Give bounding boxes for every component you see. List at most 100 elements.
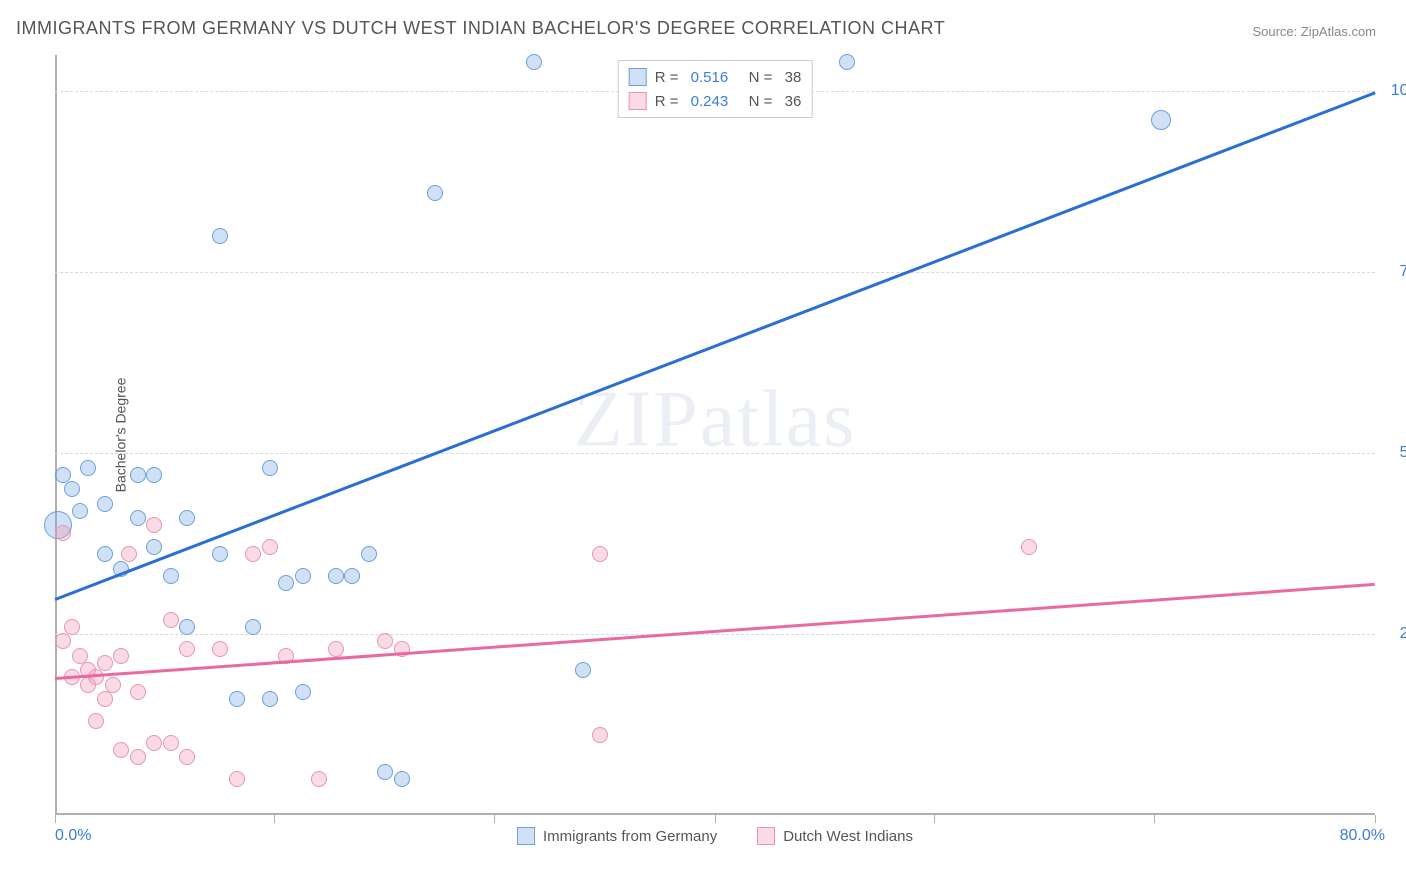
data-point	[245, 619, 261, 635]
data-point	[97, 546, 113, 562]
data-point	[179, 619, 195, 635]
data-point	[278, 575, 294, 591]
y-axis	[55, 55, 57, 815]
trend-line	[55, 91, 1376, 600]
x-tick	[934, 815, 935, 823]
data-point	[80, 460, 96, 476]
x-max-label: 80.0%	[1340, 827, 1385, 845]
data-point	[146, 467, 162, 483]
data-point	[55, 633, 71, 649]
data-point	[121, 546, 137, 562]
legend-item: Dutch West Indians	[757, 827, 913, 845]
n-label: N =	[736, 69, 776, 86]
data-point	[295, 568, 311, 584]
data-point	[839, 54, 855, 70]
data-point	[394, 771, 410, 787]
x-tick	[55, 815, 56, 823]
data-point	[427, 185, 443, 201]
data-point	[88, 713, 104, 729]
stats-row: R = 0.243 N = 36	[629, 89, 802, 113]
legend-swatch	[629, 92, 647, 110]
data-point	[97, 655, 113, 671]
data-point	[212, 641, 228, 657]
data-point	[262, 691, 278, 707]
r-value: 0.516	[691, 69, 729, 86]
data-point	[64, 619, 80, 635]
data-point	[130, 684, 146, 700]
gridline	[55, 272, 1375, 273]
x-tick	[1154, 815, 1155, 823]
data-point	[245, 546, 261, 562]
n-value: 38	[785, 69, 802, 86]
data-point	[88, 669, 104, 685]
data-point	[72, 648, 88, 664]
data-point	[361, 546, 377, 562]
gridline	[55, 453, 1375, 454]
data-point	[130, 467, 146, 483]
y-axis-label: Bachelor's Degree	[112, 378, 128, 493]
data-point	[130, 510, 146, 526]
stats-legend: R = 0.516 N = 38R = 0.243 N = 36	[618, 60, 813, 118]
data-point	[328, 568, 344, 584]
data-point	[344, 568, 360, 584]
stats-row: R = 0.516 N = 38	[629, 65, 802, 89]
legend-label: Immigrants from Germany	[543, 828, 717, 845]
data-point	[179, 641, 195, 657]
source-label: Source: ZipAtlas.com	[1252, 24, 1376, 39]
data-point	[262, 539, 278, 555]
data-point	[1151, 110, 1171, 130]
data-point	[212, 546, 228, 562]
data-point	[105, 677, 121, 693]
chart-title: IMMIGRANTS FROM GERMANY VS DUTCH WEST IN…	[16, 18, 945, 39]
data-point	[377, 633, 393, 649]
data-point	[130, 749, 146, 765]
watermark: ZIPatlas	[574, 374, 857, 465]
plot-area: Bachelor's Degree 0.0% 80.0% ZIPatlas R …	[55, 55, 1375, 815]
x-tick	[1375, 815, 1376, 823]
legend-swatch	[629, 68, 647, 86]
data-point	[311, 771, 327, 787]
data-point	[377, 764, 393, 780]
y-tick-label: 75.0%	[1385, 263, 1406, 281]
legend-swatch	[757, 827, 775, 845]
data-point	[262, 460, 278, 476]
y-tick-label: 100.0%	[1385, 82, 1406, 100]
y-tick-label: 25.0%	[1385, 625, 1406, 643]
data-point	[163, 568, 179, 584]
data-point	[64, 481, 80, 497]
series-legend: Immigrants from Germany Dutch West Indian…	[517, 827, 913, 845]
x-tick	[274, 815, 275, 823]
r-label: R =	[655, 69, 683, 86]
r-value: 0.243	[691, 93, 729, 110]
data-point	[526, 54, 542, 70]
data-point	[113, 742, 129, 758]
legend-item: Immigrants from Germany	[517, 827, 717, 845]
data-point	[1021, 539, 1037, 555]
x-min-label: 0.0%	[55, 827, 91, 845]
n-value: 36	[785, 93, 802, 110]
data-point	[212, 228, 228, 244]
data-point	[592, 727, 608, 743]
x-tick	[494, 815, 495, 823]
data-point	[146, 735, 162, 751]
data-point	[113, 648, 129, 664]
legend-label: Dutch West Indians	[783, 828, 913, 845]
n-label: N =	[736, 93, 776, 110]
data-point	[146, 539, 162, 555]
data-point	[229, 691, 245, 707]
data-point	[575, 662, 591, 678]
data-point	[592, 546, 608, 562]
data-point	[55, 467, 71, 483]
data-point	[55, 525, 71, 541]
data-point	[97, 496, 113, 512]
data-point	[179, 749, 195, 765]
data-point	[146, 517, 162, 533]
data-point	[179, 510, 195, 526]
data-point	[163, 612, 179, 628]
legend-swatch	[517, 827, 535, 845]
data-point	[72, 503, 88, 519]
data-point	[229, 771, 245, 787]
data-point	[295, 684, 311, 700]
r-label: R =	[655, 93, 683, 110]
y-tick-label: 50.0%	[1385, 444, 1406, 462]
